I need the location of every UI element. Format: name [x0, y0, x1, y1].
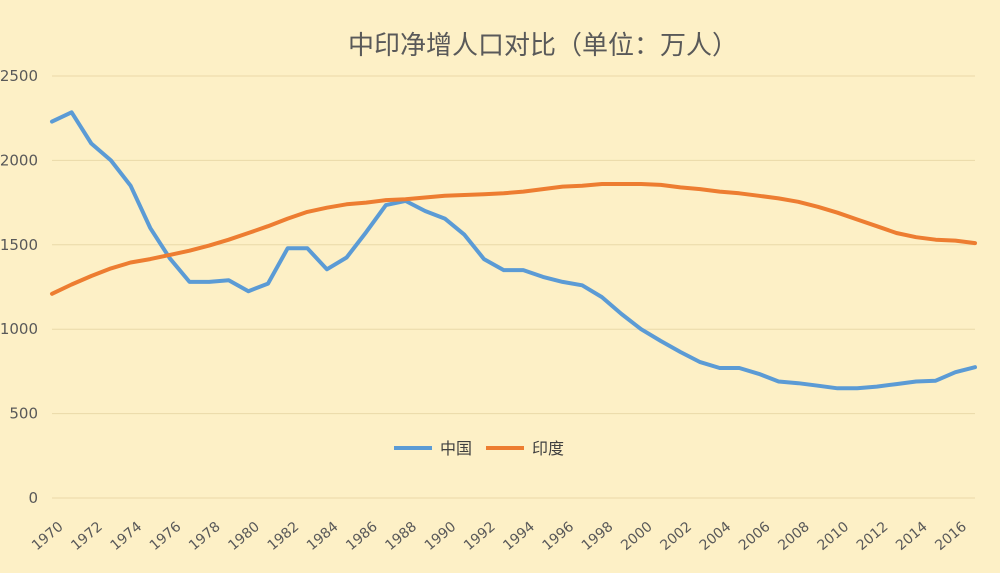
x-tick-label: 2008: [775, 519, 813, 554]
gridlines: [52, 75, 975, 499]
chart-title: 中印净增人口对比（单位：万人）: [348, 31, 738, 61]
x-tick-label: 1994: [500, 519, 538, 554]
x-tick-label: 1976: [147, 519, 185, 554]
x-tick-label: 1970: [29, 519, 67, 554]
x-tick-label: 1984: [304, 519, 342, 554]
legend-label-0: 中国: [440, 439, 472, 458]
y-tick-label: 0: [28, 489, 38, 507]
legend-label-1: 印度: [532, 439, 564, 458]
x-tick-label: 1980: [225, 519, 263, 554]
x-tick-label: 2000: [618, 519, 656, 554]
x-tick-label: 1974: [108, 519, 146, 554]
series-line-1: [50, 182, 977, 296]
y-axis-ticks: 0 500 1000 1500 2000 2500: [0, 67, 38, 507]
x-tick-label: 1986: [343, 519, 381, 554]
x-tick-label: 2002: [657, 519, 695, 554]
x-tick-label: 2014: [893, 519, 931, 554]
x-tick-label: 2012: [854, 519, 892, 554]
series-line-0: [50, 110, 977, 391]
legend: 中国 印度: [394, 439, 564, 458]
x-tick-label: 1996: [540, 519, 578, 554]
x-tick-label: 2016: [932, 519, 970, 554]
y-tick-label: 1000: [0, 320, 38, 338]
x-tick-label: 1998: [579, 519, 617, 554]
x-tick-label: 2010: [815, 519, 853, 554]
x-tick-label: 1992: [461, 519, 499, 554]
x-tick-label: 1988: [382, 519, 420, 554]
x-tick-label: 1978: [186, 519, 224, 554]
y-tick-label: 1500: [0, 236, 38, 254]
x-tick-label: 2004: [697, 519, 735, 554]
x-tick-label: 2006: [736, 519, 774, 554]
y-tick-label: 2500: [0, 67, 38, 85]
y-tick-label: 500: [9, 405, 38, 423]
x-tick-label: 1972: [68, 519, 106, 554]
x-tick-label: 1982: [265, 519, 303, 554]
x-tick-label: 1990: [422, 519, 460, 554]
x-axis-ticks: 1970 1972 1974 1976 1978 1980 1982 1984 1986 1988…: [29, 519, 970, 554]
series-lines: [50, 110, 977, 391]
y-tick-label: 2000: [0, 151, 38, 169]
